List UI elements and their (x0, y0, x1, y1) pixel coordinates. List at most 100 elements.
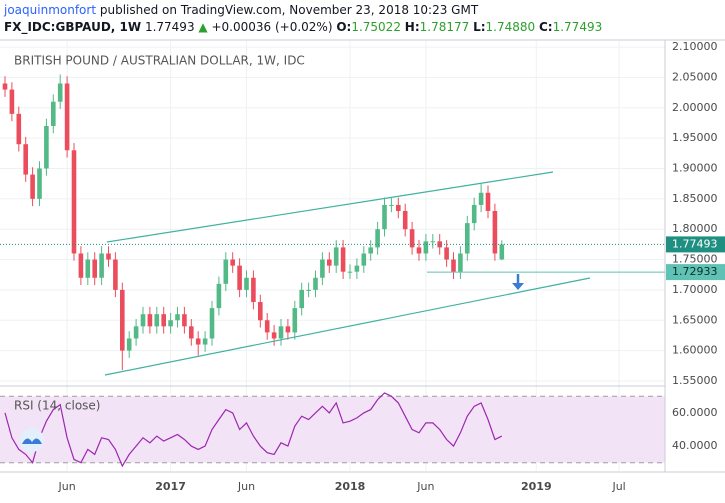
candle-body (478, 192, 484, 205)
candle-body (147, 314, 153, 327)
candle-body (85, 259, 91, 278)
candle-body (113, 259, 118, 290)
candle-body (57, 83, 63, 102)
candle-body (175, 314, 180, 321)
rsi-line (4, 392, 503, 468)
candle-body (485, 192, 491, 211)
ohlc-label: O: (336, 20, 352, 34)
candle-body (423, 241, 429, 254)
x-tick-label: Jun (237, 480, 255, 493)
header: joaquinmonfort published on TradingView.… (4, 2, 602, 36)
candle-body (161, 314, 166, 327)
candle-body (230, 259, 235, 266)
y-tick-label: 1.65000 (672, 313, 718, 326)
y-tick-label: 1.75000 (672, 253, 718, 266)
candle-body (402, 210, 408, 230)
y-tick-label: 40.0000 (672, 439, 718, 452)
y-tick-label: 1.60000 (672, 344, 718, 357)
symbol: FX_IDC:GBPAUD, 1W (4, 20, 142, 34)
candle-body (202, 338, 208, 345)
candle-body (51, 101, 56, 126)
candle-body (465, 223, 470, 254)
candle-body (154, 314, 160, 327)
candle-body (306, 289, 311, 291)
y-tick-label: 2.05000 (672, 70, 718, 83)
y-tick-label: 1.70000 (672, 283, 718, 296)
chart-title: BRITISH POUND / AUSTRALIAN DOLLAR, 1W, I… (14, 54, 305, 68)
candle-body (9, 89, 15, 114)
rsi-label: RSI (14, close) (14, 399, 100, 413)
candle-body (492, 210, 498, 254)
candle-body (182, 314, 187, 327)
candle-body (354, 265, 360, 272)
ohlc-value: 1.74880 (485, 20, 536, 34)
channel-lower (104, 277, 591, 376)
candle-body (71, 150, 77, 254)
candle-body (223, 259, 229, 284)
logo (20, 428, 44, 452)
ohlc-value: 1.75022 (351, 20, 401, 34)
candle-body (271, 332, 277, 339)
candle-body (499, 244, 505, 260)
candle-body (168, 320, 173, 327)
candle-body (99, 253, 104, 278)
candle-body (368, 247, 373, 254)
candle-body (430, 241, 436, 243)
candle-body (195, 338, 201, 345)
candle-body (209, 308, 215, 339)
candle-body (78, 253, 84, 278)
y-tick-label: 60.0000 (672, 406, 718, 419)
candle-body (361, 253, 367, 266)
candle-body (189, 326, 194, 339)
candle-body (237, 265, 242, 290)
ohlc-value: 1.77493 (552, 20, 603, 34)
y-tick-label: 1.55000 (672, 374, 718, 387)
y-tick-label: 1.90000 (672, 161, 718, 174)
ohlc-label: C: (538, 20, 553, 34)
candle-body (126, 338, 132, 351)
candle-body (458, 253, 463, 272)
candle-body (244, 277, 249, 290)
candle-body (347, 271, 353, 273)
x-tick-label: Jul (611, 480, 625, 493)
candle-body (375, 229, 380, 248)
candle-body (444, 247, 449, 260)
candle-body (37, 168, 42, 199)
candle-body (382, 204, 387, 230)
candle-body (389, 204, 394, 206)
x-tick-label: Jun (416, 480, 434, 493)
candle-body (216, 283, 222, 309)
candle-body (64, 83, 70, 151)
candle-body (140, 314, 146, 327)
y-tick-label: 1.85000 (672, 192, 718, 205)
x-tick-label: Jun (58, 480, 76, 493)
rsi-band-layer (0, 395, 665, 464)
candle-body (16, 113, 22, 145)
marks (0, 74, 665, 468)
y-tick-label: 2.10000 (672, 40, 718, 53)
down-arrow (512, 274, 524, 290)
author[interactable]: joaquinmonfort (4, 3, 97, 17)
change: +0.00036 (+0.02%) (211, 20, 333, 34)
candle-body (251, 277, 256, 303)
candle-body (258, 302, 263, 321)
y-tick-label: 1.95000 (672, 131, 718, 144)
x-tick-label: 2019 (521, 480, 552, 493)
published: published on TradingView.com, November 2… (99, 3, 479, 17)
candle-body (2, 83, 8, 90)
candle-body (292, 308, 298, 333)
candle-body (313, 277, 318, 290)
candle-body (299, 289, 304, 309)
candle-body (320, 259, 325, 278)
candle-body (437, 241, 442, 248)
up-icon: ▲ (198, 20, 208, 34)
x-tick-label: 2017 (155, 480, 186, 493)
candle-body (333, 247, 339, 266)
header-line-1: joaquinmonfort published on TradingView.… (4, 2, 602, 19)
candle-body (30, 174, 35, 199)
candle-body (278, 326, 284, 339)
last-price-label: 1.77493 (672, 237, 718, 250)
candle-body (409, 229, 415, 248)
candle-body (264, 320, 270, 333)
